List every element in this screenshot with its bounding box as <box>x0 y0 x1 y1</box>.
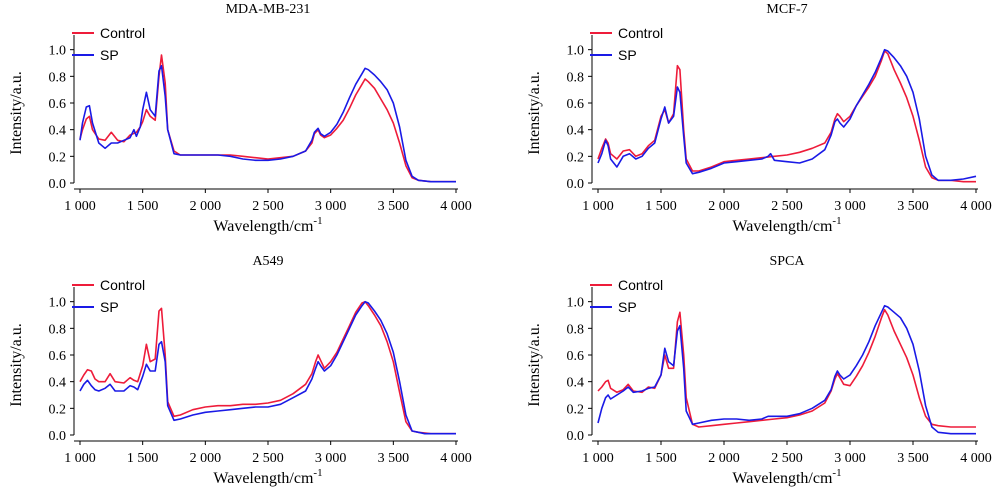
legend-label: Control <box>618 25 663 41</box>
x-tick-label: 3 000 <box>834 199 866 214</box>
x-tick-label: 3 000 <box>834 451 866 466</box>
series-line-sp <box>597 304 976 435</box>
y-tick-label: 0.6 <box>567 349 585 364</box>
chart-panel-2: MCF-7 0.0 0.2 0.4 0.6 0.8 1.0 1 000 1 500 2 000 2 … <box>526 2 992 235</box>
x-tick-label: 1 500 <box>127 451 159 466</box>
x-tick-label: 4 000 <box>960 451 992 466</box>
x-axis-label: Wavelength/cm-1 <box>213 467 322 487</box>
y-tick-label: 0.0 <box>49 177 67 192</box>
series-line-control <box>79 300 456 435</box>
y-tick-label: 0.6 <box>567 97 585 112</box>
y-tick-label: 0.8 <box>567 322 585 337</box>
x-tick-label: 2 500 <box>771 199 803 214</box>
y-tick-label: 0.4 <box>567 124 585 139</box>
x-tick-label: 2 000 <box>708 199 740 214</box>
chart-title: A549 <box>252 254 283 269</box>
x-tick-label: 1 000 <box>582 199 614 214</box>
x-tick-label: 4 000 <box>960 199 992 214</box>
chart-panel-3: A549 0.0 0.2 0.4 0.6 0.8 1.0 1 000 1 500 2 000 2 5… <box>8 254 472 487</box>
chart-panel-1: MDA-MB-231 0.0 0.2 0.4 0.6 0.8 1.0 1 000 1 500 2 … <box>8 2 472 235</box>
x-tick-label: 1 000 <box>64 451 96 466</box>
legend-label: SP <box>618 299 637 315</box>
x-tick-label: 4 000 <box>440 199 472 214</box>
y-tick-label: 0.2 <box>49 150 67 165</box>
x-tick-label: 1 000 <box>582 451 614 466</box>
y-tick-label: 0.2 <box>567 150 585 165</box>
legend-label: SP <box>100 47 119 63</box>
y-tick-label: 0.6 <box>49 97 67 112</box>
y-axis-label: Intensity/a.u. <box>8 71 25 155</box>
x-tick-label: 3 500 <box>897 451 929 466</box>
x-tick-label: 2 000 <box>190 451 222 466</box>
chart-title: MDA-MB-231 <box>226 2 311 17</box>
y-tick-label: 0.4 <box>567 376 585 391</box>
x-tick-label: 1 500 <box>127 199 159 214</box>
y-tick-label: 0.2 <box>567 402 585 417</box>
y-tick-label: 0.0 <box>49 429 67 444</box>
legend-label: SP <box>100 299 119 315</box>
x-tick-label: 2 000 <box>708 451 740 466</box>
y-axis-label: Intensity/a.u. <box>8 323 25 407</box>
y-axis-label: Intensity/a.u. <box>526 71 543 155</box>
series-line-control <box>79 54 456 183</box>
chart-panel-4: SPCA 0.0 0.2 0.4 0.6 0.8 1.0 1 000 1 500 2 000 2 5… <box>526 254 992 487</box>
x-axis-label: Wavelength/cm-1 <box>213 215 322 235</box>
y-tick-label: 0.6 <box>49 349 67 364</box>
y-tick-label: 0.8 <box>567 70 585 85</box>
x-tick-label: 2 500 <box>771 451 803 466</box>
y-tick-label: 0.4 <box>49 376 67 391</box>
x-axis-label: Wavelength/cm-1 <box>732 467 841 487</box>
x-axis-label-text: Wavelength/cm <box>732 218 833 235</box>
x-tick-label: 3 500 <box>378 451 410 466</box>
x-tick-label: 1 500 <box>645 451 677 466</box>
x-tick-label: 3 000 <box>315 199 347 214</box>
x-axis-label-superscript: -1 <box>832 467 841 479</box>
legend-label: Control <box>618 277 663 293</box>
x-tick-label: 3 500 <box>897 199 929 214</box>
x-tick-label: 1 500 <box>645 199 677 214</box>
chart-title: SPCA <box>769 254 805 269</box>
y-tick-label: 0.0 <box>567 429 585 444</box>
x-tick-label: 1 000 <box>64 199 96 214</box>
y-tick-label: 0.8 <box>49 70 67 85</box>
x-axis-label-superscript: -1 <box>313 215 322 227</box>
y-tick-label: 0.4 <box>49 124 67 139</box>
series-line-control <box>597 50 976 183</box>
y-tick-label: 1.0 <box>49 296 67 311</box>
series-line-sp <box>79 64 456 183</box>
x-tick-label: 3 000 <box>315 451 347 466</box>
y-tick-label: 0.8 <box>49 322 67 337</box>
x-tick-label: 3 500 <box>378 199 410 214</box>
x-axis-label: Wavelength/cm-1 <box>732 215 841 235</box>
x-axis-label-text: Wavelength/cm <box>732 470 833 487</box>
y-tick-label: 0.2 <box>49 402 67 417</box>
x-tick-label: 2 500 <box>252 451 284 466</box>
x-axis-label-text: Wavelength/cm <box>213 470 314 487</box>
series-line-sp <box>79 300 456 435</box>
y-tick-label: 0.0 <box>567 177 585 192</box>
legend-label: Control <box>100 25 145 41</box>
y-axis-label: Intensity/a.u. <box>526 323 543 407</box>
y-tick-label: 1.0 <box>49 44 67 59</box>
legend-label: SP <box>618 47 637 63</box>
x-tick-label: 2 000 <box>190 199 222 214</box>
chart-title: MCF-7 <box>766 2 807 17</box>
x-axis-label-text: Wavelength/cm <box>213 218 314 235</box>
x-tick-label: 4 000 <box>440 451 472 466</box>
x-axis-label-superscript: -1 <box>313 467 322 479</box>
x-tick-label: 2 500 <box>252 199 284 214</box>
legend-label: Control <box>100 277 145 293</box>
series-line-sp <box>597 48 977 182</box>
y-tick-label: 1.0 <box>567 296 585 311</box>
x-axis-label-superscript: -1 <box>832 215 841 227</box>
y-tick-label: 1.0 <box>567 44 585 59</box>
